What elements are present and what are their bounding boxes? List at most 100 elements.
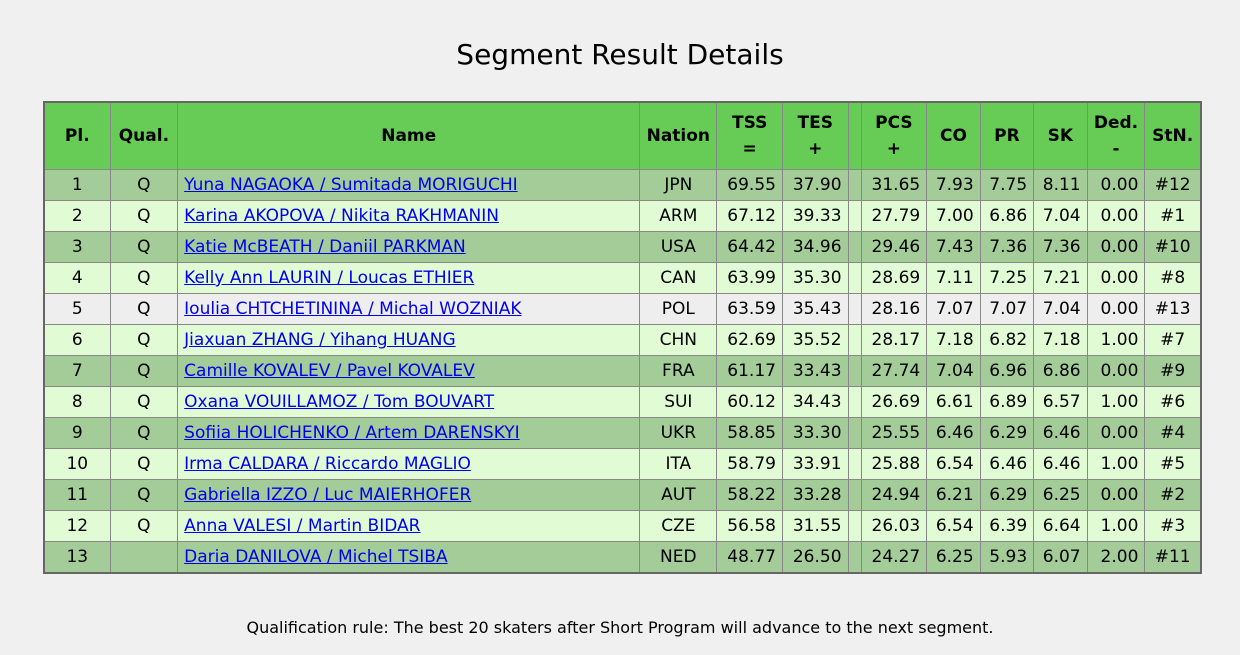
header-ded-label: Ded. <box>1093 113 1139 133</box>
cell-pcs: 31.65 <box>860 169 928 201</box>
cell-nation: SUI <box>639 386 718 418</box>
header-place: Pl. <box>43 101 111 170</box>
cell-qualification <box>109 541 179 574</box>
cell-separator <box>847 417 862 449</box>
cell-name: Daria DANILOVA / Michel TSIBA <box>177 541 641 574</box>
cell-pr: 7.25 <box>979 262 1035 294</box>
skater-link[interactable]: Karina AKOPOVA / Nikita RAKHMANIN <box>184 206 499 226</box>
cell-pcs: 26.69 <box>860 386 928 418</box>
cell-co: 7.07 <box>926 293 981 325</box>
cell-tes: 39.33 <box>781 200 849 232</box>
cell-name: Sofiia HOLICHENKO / Artem DARENSKYI <box>177 417 641 449</box>
skater-link[interactable]: Yuna NAGAOKA / Sumitada MORIGUCHI <box>184 175 518 195</box>
cell-nation: CHN <box>639 324 718 356</box>
header-sk: SK <box>1033 101 1088 170</box>
skater-link[interactable]: Camille KOVALEV / Pavel KOVALEV <box>184 361 475 381</box>
skater-link[interactable]: Anna VALESI / Martin BIDAR <box>184 516 421 536</box>
cell-qualification: Q <box>109 169 179 201</box>
cell-separator <box>847 169 862 201</box>
cell-qualification: Q <box>109 293 179 325</box>
skater-link[interactable]: Sofiia HOLICHENKO / Artem DARENSKYI <box>184 423 520 443</box>
header-start-number: StN. <box>1144 101 1202 170</box>
cell-deductions: 0.00 <box>1086 231 1146 263</box>
cell-place: 8 <box>43 386 111 418</box>
cell-name: Karina AKOPOVA / Nikita RAKHMANIN <box>177 200 641 232</box>
cell-tss: 63.99 <box>716 262 783 294</box>
cell-start-number: #3 <box>1144 510 1202 542</box>
cell-qualification: Q <box>109 386 179 418</box>
cell-nation: ITA <box>639 448 718 480</box>
header-tes: TES + <box>781 101 849 170</box>
cell-pr: 7.07 <box>979 293 1035 325</box>
cell-pr: 7.36 <box>979 231 1035 263</box>
cell-sk: 6.46 <box>1033 448 1088 480</box>
cell-tss: 67.12 <box>716 200 783 232</box>
cell-qualification: Q <box>109 200 179 232</box>
cell-tss: 58.22 <box>716 479 783 511</box>
cell-qualification: Q <box>109 510 179 542</box>
cell-nation: FRA <box>639 355 718 387</box>
table-row: 2 Q Karina AKOPOVA / Nikita RAKHMANIN AR… <box>43 200 1202 232</box>
cell-tes: 35.52 <box>781 324 849 356</box>
cell-co: 7.11 <box>926 262 981 294</box>
cell-place: 4 <box>43 262 111 294</box>
skater-link[interactable]: Kelly Ann LAURIN / Loucas ETHIER <box>184 268 475 288</box>
cell-nation: AUT <box>639 479 718 511</box>
skater-link[interactable]: Daria DANILOVA / Michel TSIBA <box>184 547 448 567</box>
cell-nation: UKR <box>639 417 718 449</box>
skater-link[interactable]: Irma CALDARA / Riccardo MAGLIO <box>184 454 471 474</box>
table-row: 11 Q Gabriella IZZO / Luc MAIERHOFER AUT… <box>43 479 1202 511</box>
table-row: 7 Q Camille KOVALEV / Pavel KOVALEV FRA … <box>43 355 1202 387</box>
cell-pr: 6.89 <box>979 386 1035 418</box>
cell-name: Gabriella IZZO / Luc MAIERHOFER <box>177 479 641 511</box>
cell-start-number: #12 <box>1144 169 1202 201</box>
skater-link[interactable]: Gabriella IZZO / Luc MAIERHOFER <box>184 485 472 505</box>
cell-deductions: 0.00 <box>1086 355 1146 387</box>
table-row: 1 Q Yuna NAGAOKA / Sumitada MORIGUCHI JP… <box>43 169 1202 201</box>
cell-sk: 6.07 <box>1033 541 1088 574</box>
cell-qualification: Q <box>109 355 179 387</box>
cell-separator <box>847 200 862 232</box>
skater-link[interactable]: Jiaxuan ZHANG / Yihang HUANG <box>184 330 456 350</box>
skater-link[interactable]: Katie McBEATH / Daniil PARKMAN <box>184 237 466 257</box>
cell-start-number: #6 <box>1144 386 1202 418</box>
cell-co: 6.21 <box>926 479 981 511</box>
cell-name: Camille KOVALEV / Pavel KOVALEV <box>177 355 641 387</box>
cell-sk: 6.86 <box>1033 355 1088 387</box>
table-row: 12 Q Anna VALESI / Martin BIDAR CZE 56.5… <box>43 510 1202 542</box>
cell-co: 6.61 <box>926 386 981 418</box>
cell-nation: NED <box>639 541 718 574</box>
cell-place: 3 <box>43 231 111 263</box>
table-row: 8 Q Oxana VOUILLAMOZ / Tom BOUVART SUI 6… <box>43 386 1202 418</box>
cell-pcs: 29.46 <box>860 231 928 263</box>
cell-place: 1 <box>43 169 111 201</box>
cell-separator <box>847 231 862 263</box>
table-row: 4 Q Kelly Ann LAURIN / Loucas ETHIER CAN… <box>43 262 1202 294</box>
cell-qualification: Q <box>109 324 179 356</box>
cell-co: 6.25 <box>926 541 981 574</box>
cell-start-number: #1 <box>1144 200 1202 232</box>
header-tss-symbol: = <box>742 139 757 159</box>
cell-qualification: Q <box>109 448 179 480</box>
skater-link[interactable]: Ioulia CHTCHETININA / Michal WOZNIAK <box>184 299 522 319</box>
cell-co: 7.93 <box>926 169 981 201</box>
cell-pr: 6.29 <box>979 479 1035 511</box>
results-table: Pl. Qual. Name Nation TSS = TES + PCS + … <box>43 101 1202 574</box>
cell-place: 12 <box>43 510 111 542</box>
cell-start-number: #10 <box>1144 231 1202 263</box>
page-title: Segment Result Details <box>456 38 784 71</box>
cell-sk: 7.04 <box>1033 293 1088 325</box>
table-row: 9 Q Sofiia HOLICHENKO / Artem DARENSKYI … <box>43 417 1202 449</box>
cell-deductions: 0.00 <box>1086 169 1146 201</box>
cell-tes: 33.43 <box>781 355 849 387</box>
cell-pcs: 26.03 <box>860 510 928 542</box>
table-row: 6 Q Jiaxuan ZHANG / Yihang HUANG CHN 62.… <box>43 324 1202 356</box>
cell-deductions: 0.00 <box>1086 479 1146 511</box>
cell-start-number: #9 <box>1144 355 1202 387</box>
cell-sk: 6.57 <box>1033 386 1088 418</box>
header-deductions: Ded. - <box>1086 101 1146 170</box>
cell-place: 11 <box>43 479 111 511</box>
skater-link[interactable]: Oxana VOUILLAMOZ / Tom BOUVART <box>184 392 495 412</box>
cell-sk: 7.36 <box>1033 231 1088 263</box>
cell-deductions: 0.00 <box>1086 293 1146 325</box>
